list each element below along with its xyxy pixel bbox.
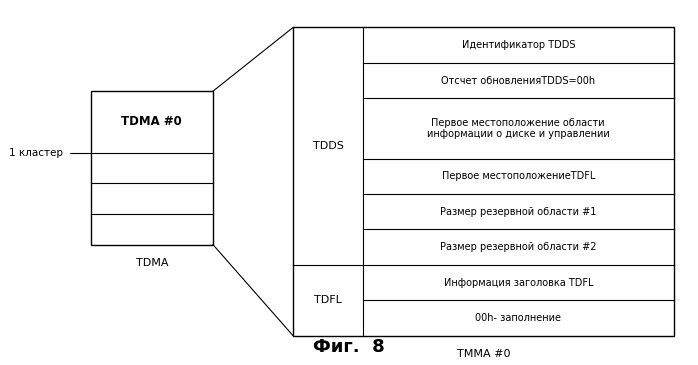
Text: Фиг.  8: Фиг. 8 — [313, 338, 385, 356]
Text: 1 кластер: 1 кластер — [9, 147, 63, 158]
Bar — [91, 91, 213, 245]
Text: Отсчет обновленияTDDS=00h: Отсчет обновленияTDDS=00h — [441, 76, 595, 85]
Text: Первое местоположение области
информации о диске и управлении: Первое местоположение области информации… — [427, 118, 609, 139]
Text: TMMA #0: TMMA #0 — [456, 349, 510, 359]
Text: Идентификатор TDDS: Идентификатор TDDS — [461, 40, 575, 50]
Text: Размер резервной области #2: Размер резервной области #2 — [440, 242, 597, 252]
Text: Первое местоположениеTDFL: Первое местоположениеTDFL — [442, 171, 595, 181]
Text: Информация заголовка TDFL: Информация заголовка TDFL — [443, 278, 593, 288]
Text: TDMA #0: TDMA #0 — [121, 115, 182, 128]
Text: Размер резервной области #1: Размер резервной области #1 — [440, 207, 597, 217]
Bar — [293, 27, 674, 336]
Text: TDDS: TDDS — [313, 141, 343, 151]
Text: TDFL: TDFL — [314, 295, 342, 306]
Text: 00h- заполнение: 00h- заполнение — [475, 313, 561, 323]
Text: TDMA: TDMA — [135, 258, 168, 268]
